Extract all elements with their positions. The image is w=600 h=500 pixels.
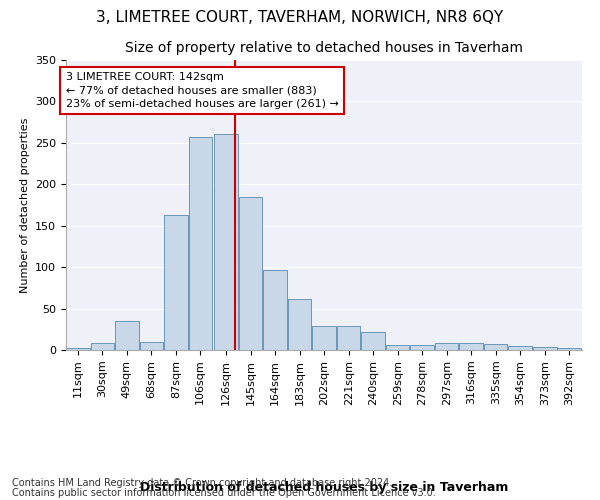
Bar	[66, 348, 89, 350]
Bar	[337, 326, 361, 350]
Text: 3, LIMETREE COURT, TAVERHAM, NORWICH, NR8 6QY: 3, LIMETREE COURT, TAVERHAM, NORWICH, NR…	[97, 10, 503, 25]
Text: Contains public sector information licensed under the Open Government Licence v3: Contains public sector information licen…	[12, 488, 436, 498]
Bar	[91, 344, 114, 350]
Bar	[239, 196, 262, 350]
Bar	[263, 270, 287, 350]
Bar	[164, 215, 188, 350]
Bar	[313, 326, 336, 350]
Title: Size of property relative to detached houses in Taverham: Size of property relative to detached ho…	[125, 40, 523, 54]
Text: Contains HM Land Registry data © Crown copyright and database right 2024.: Contains HM Land Registry data © Crown c…	[12, 478, 392, 488]
X-axis label: Distribution of detached houses by size in Taverham: Distribution of detached houses by size …	[140, 481, 508, 494]
Y-axis label: Number of detached properties: Number of detached properties	[20, 118, 29, 292]
Bar	[484, 344, 508, 350]
Bar	[214, 134, 238, 350]
Bar	[386, 345, 409, 350]
Bar	[410, 345, 434, 350]
Bar	[508, 346, 532, 350]
Bar	[115, 321, 139, 350]
Bar	[533, 346, 557, 350]
Bar	[460, 342, 483, 350]
Bar	[435, 342, 458, 350]
Bar	[288, 298, 311, 350]
Bar	[188, 137, 212, 350]
Text: 3 LIMETREE COURT: 142sqm
← 77% of detached houses are smaller (883)
23% of semi-: 3 LIMETREE COURT: 142sqm ← 77% of detach…	[66, 72, 339, 109]
Bar	[361, 332, 385, 350]
Bar	[140, 342, 163, 350]
Bar	[557, 348, 581, 350]
